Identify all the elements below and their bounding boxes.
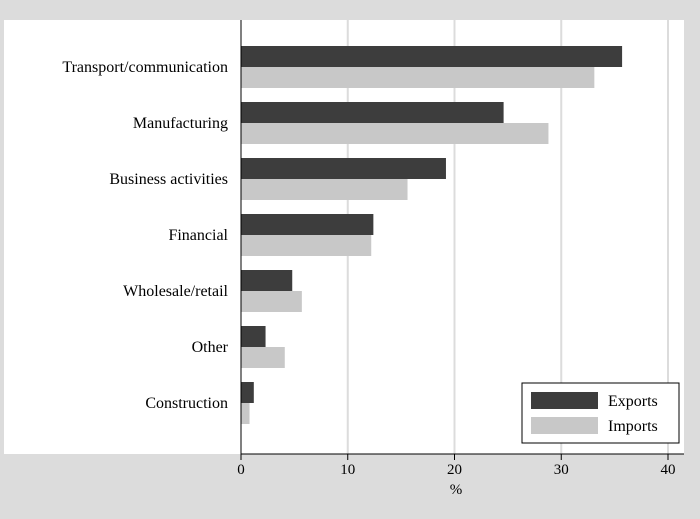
bar-imports-other <box>241 347 285 368</box>
x-tick-label-30: 30 <box>554 462 569 478</box>
bar-exports-manufacturing <box>241 102 504 123</box>
legend-swatch-exports <box>531 392 598 409</box>
bar-exports-financial <box>241 214 374 235</box>
x-tick-label-10: 10 <box>340 462 355 478</box>
bar-imports-manufacturing <box>241 123 549 144</box>
category-label-transport-communication: Transport/communication <box>62 59 228 76</box>
legend-swatch-imports <box>531 417 598 434</box>
bar-exports-other <box>241 326 266 347</box>
category-label-construction: Construction <box>145 395 228 412</box>
legend-label-imports: Imports <box>608 418 658 435</box>
bar-exports-transport-communication <box>241 46 623 67</box>
category-label-other: Other <box>192 339 229 356</box>
x-tick-label-20: 20 <box>447 462 462 478</box>
x-axis-ticks: 0 10 20 30 40 <box>237 454 676 478</box>
category-label-manufacturing: Manufacturing <box>133 115 228 132</box>
bar-exports-business-activities <box>241 158 446 179</box>
bar-imports-business-activities <box>241 179 408 200</box>
bars <box>241 46 623 424</box>
category-labels: Transport/communication Manufacturing Busi… <box>62 59 228 412</box>
bar-imports-transport-communication <box>241 67 595 88</box>
category-label-wholesale-retail: Wholesale/retail <box>123 283 228 300</box>
x-tick-label-0: 0 <box>237 462 245 478</box>
bar-exports-wholesale-retail <box>241 270 293 291</box>
bar-exports-construction <box>241 382 254 403</box>
bar-imports-financial <box>241 235 372 256</box>
gridlines <box>346 20 669 454</box>
category-label-business-activities: Business activities <box>109 171 228 188</box>
category-label-financial: Financial <box>168 227 228 244</box>
bar-imports-wholesale-retail <box>241 291 302 312</box>
x-tick-label-40: 40 <box>661 462 676 478</box>
legend-label-exports: Exports <box>608 393 658 410</box>
x-axis-title: % <box>450 482 463 498</box>
legend: Exports Imports <box>521 382 680 444</box>
bar-imports-construction <box>241 403 250 424</box>
